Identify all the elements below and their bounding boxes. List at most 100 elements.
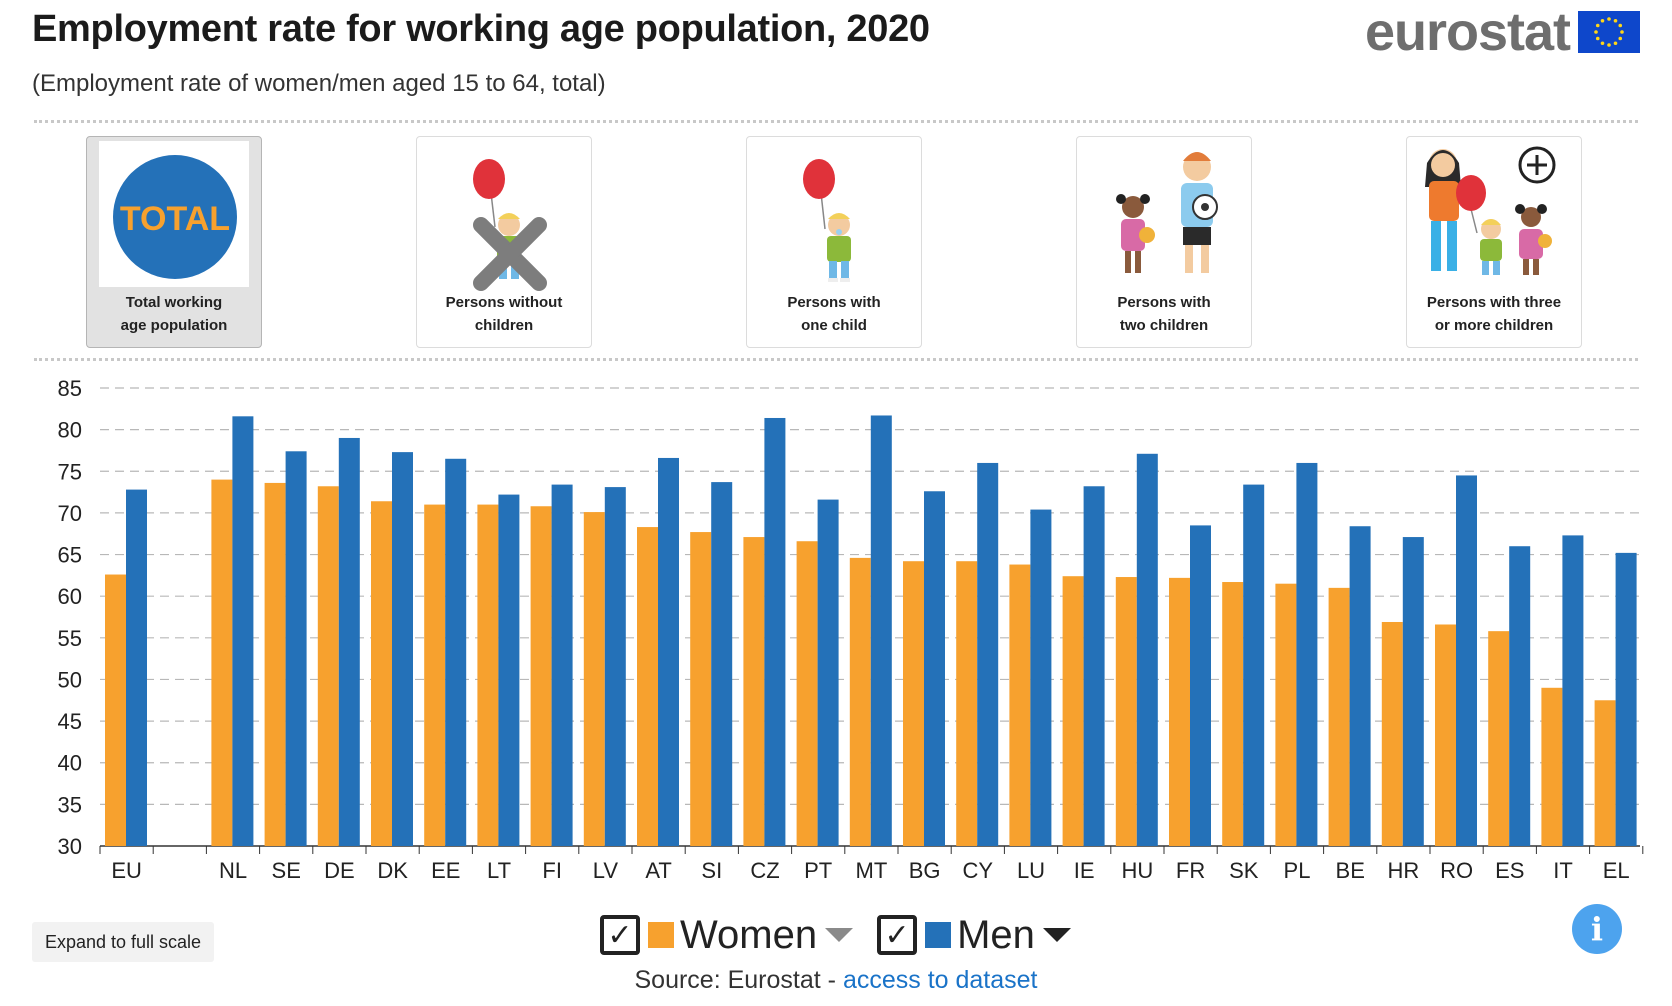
bar-women-se [264, 482, 286, 846]
bar-women-lv [583, 512, 605, 846]
bar-women-hr [1381, 621, 1403, 846]
bar-women-si [690, 532, 712, 846]
bar-women-it [1541, 687, 1563, 846]
card-no-children[interactable]: Persons without children [416, 136, 592, 348]
legend: ✓ Women ✓ Men [600, 910, 1095, 960]
x-tick-label: AT [645, 858, 671, 883]
x-tick-label: SE [272, 858, 301, 883]
three-children-icon [1425, 146, 1556, 275]
bar-women-es [1488, 631, 1510, 846]
bar-women-fi [530, 506, 552, 846]
bar-women-cz [743, 537, 765, 846]
legend-label-women: Women [680, 912, 818, 957]
divider-top [34, 120, 1638, 123]
one-child-icon [803, 159, 851, 282]
y-tick-label: 35 [58, 792, 82, 817]
legend-item-men[interactable]: ✓ Men [877, 913, 1071, 958]
bar-men-cy [977, 462, 999, 846]
x-tick-label: ES [1495, 858, 1524, 883]
bar-chart: 30 35 40 45 50 55 60 65 70 75 80 85 EU NL SE DE DK EE LT FI… [58, 376, 1644, 883]
bar-women-ie [1062, 576, 1084, 846]
divider-bottom [34, 358, 1638, 361]
bar-men-lu [1030, 509, 1052, 846]
y-tick-label: 70 [58, 501, 82, 526]
bar-women-lu [1009, 564, 1031, 846]
x-tick-label: DK [377, 858, 408, 883]
y-tick-label: 60 [58, 584, 82, 609]
card-one-child[interactable]: Persons with one child [746, 136, 922, 348]
y-tick-label: 45 [58, 709, 82, 734]
card-total[interactable]: TOTAL Total working age population [86, 136, 262, 348]
bar-men-es [1509, 546, 1531, 846]
bar-women-fr [1169, 577, 1190, 846]
legend-item-women[interactable]: ✓ Women [600, 912, 854, 958]
bar-men-ro [1456, 475, 1477, 846]
two-children-icon [1116, 152, 1218, 273]
y-tick-label: 30 [58, 834, 82, 859]
x-tick-label: LT [487, 858, 511, 883]
y-tick-label: 75 [58, 459, 82, 484]
chart-subtitle: (Employment rate of women/men aged 15 to… [32, 70, 606, 97]
bar-women-dk [371, 501, 392, 846]
bar-men-bg [924, 491, 945, 846]
x-tick-label: HU [1122, 858, 1154, 883]
x-tick-label: LU [1017, 858, 1045, 883]
x-tick-label: HR [1388, 858, 1420, 883]
legend-label-men: Men [957, 912, 1035, 957]
bar-men-ie [1083, 486, 1105, 846]
x-tick-label: SI [701, 858, 722, 883]
x-tick-label: EU [111, 858, 142, 883]
x-tick-label: MT [856, 858, 888, 883]
bar-men-lv [604, 487, 626, 846]
y-tick-label: 85 [58, 376, 82, 401]
card-one-child-label: Persons with one child [787, 294, 881, 334]
x-tick-label: CZ [750, 858, 779, 883]
bar-men-si [711, 482, 733, 846]
bar-women-bg [903, 561, 924, 846]
sort-triangle-down-icon[interactable] [1042, 928, 1071, 942]
chart-title: Employment rate for working age populati… [32, 8, 930, 50]
bar-women-pl [1275, 583, 1297, 846]
bar-men-hr [1402, 537, 1424, 846]
bar-women-pt [796, 541, 818, 846]
info-icon[interactable]: i [1572, 904, 1622, 954]
bar-women-lt [477, 504, 499, 846]
checkbox-women[interactable]: ✓ [600, 915, 640, 955]
y-tick-label: 40 [58, 751, 82, 776]
checkbox-men[interactable]: ✓ [877, 915, 918, 955]
sort-triangle-down-icon[interactable] [825, 928, 854, 942]
bar-men-el [1615, 552, 1637, 846]
bar-women-nl [211, 479, 233, 846]
source-text: Source: Eurostat - [634, 966, 843, 994]
x-tick-label: LV [593, 858, 619, 883]
total-badge-text: TOTAL [120, 200, 230, 238]
bar-men-lt [498, 494, 520, 846]
bar-women-ro [1435, 624, 1456, 846]
card-three-children-label: Persons with three or more children [1426, 294, 1562, 334]
y-tick-label: 65 [58, 543, 82, 568]
x-tick-label: BE [1336, 858, 1365, 883]
card-two-children[interactable]: Persons with two children [1076, 136, 1252, 348]
bar-men-eu [126, 489, 147, 846]
expand-full-scale-button[interactable]: Expand to full scale [32, 922, 214, 962]
y-tick-label: 50 [58, 667, 82, 692]
eurostat-logo: eurostat [1365, 5, 1640, 59]
card-three-children[interactable]: Persons with three or more children [1406, 136, 1582, 348]
x-tick-label: PT [804, 858, 832, 883]
bar-men-nl [232, 416, 254, 846]
x-tick-label: IT [1553, 858, 1573, 883]
x-tick-label: RO [1440, 858, 1473, 883]
bar-women-at [637, 527, 658, 846]
bar-women-cy [956, 561, 978, 846]
x-tick-label: CY [963, 858, 994, 883]
bar-women-de [317, 486, 339, 846]
bar-women-el [1594, 700, 1616, 846]
dataset-link[interactable]: access to dataset [842, 966, 1038, 994]
bar-men-pl [1296, 462, 1318, 846]
x-tick-label: NL [219, 858, 247, 883]
bar-men-it [1562, 535, 1584, 846]
bar-men-fi [551, 484, 573, 846]
swatch-women [648, 922, 674, 948]
bar-men-be [1349, 526, 1371, 846]
x-tick-label: FI [542, 858, 562, 883]
